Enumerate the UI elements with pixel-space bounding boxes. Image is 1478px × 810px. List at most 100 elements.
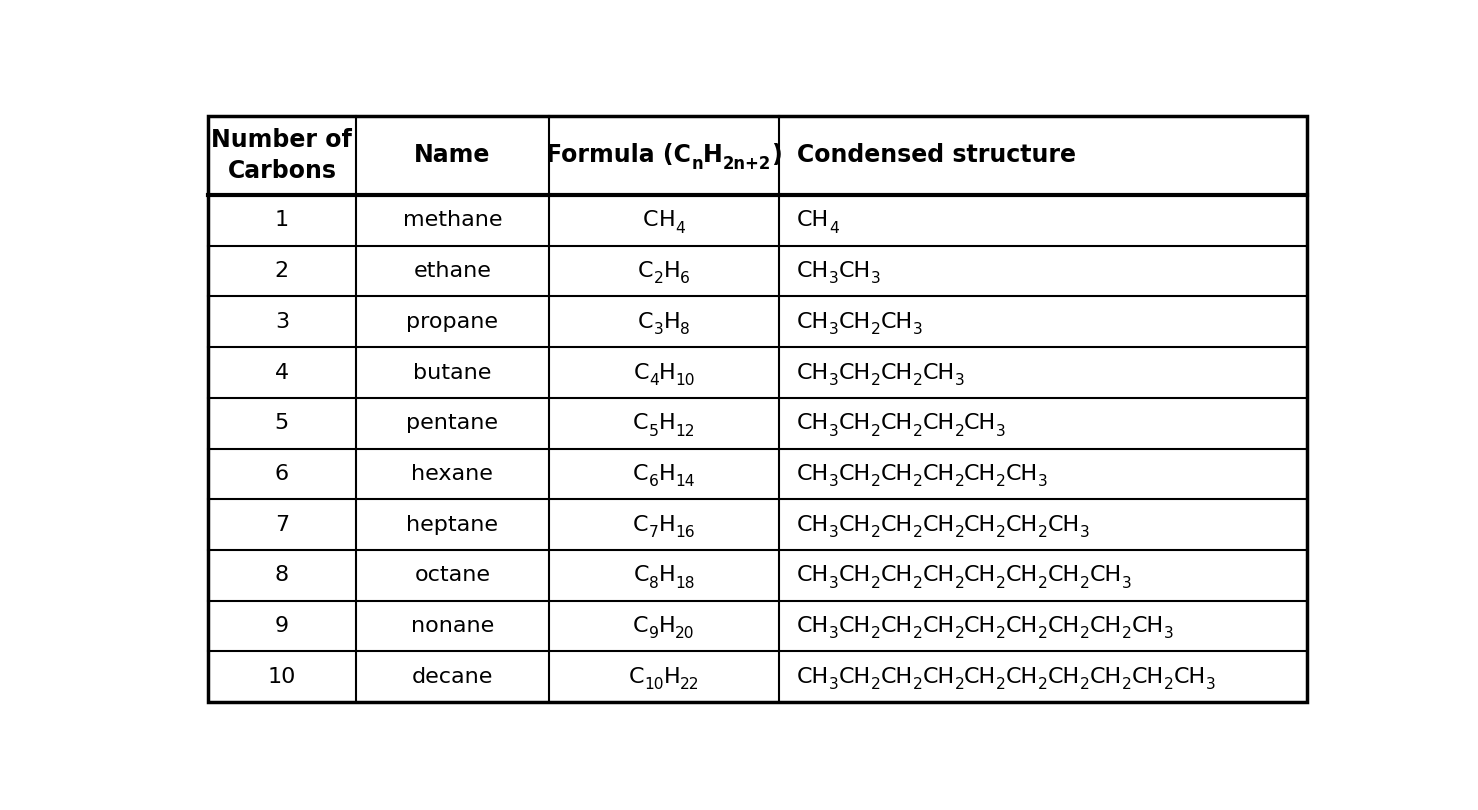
Text: 2: 2 <box>1038 626 1048 642</box>
Text: CH: CH <box>797 565 829 586</box>
Text: 3: 3 <box>829 525 838 540</box>
Text: 3: 3 <box>829 677 838 692</box>
Text: 6: 6 <box>680 271 690 287</box>
Text: CH: CH <box>797 363 829 382</box>
Text: C: C <box>628 667 644 687</box>
Text: 6: 6 <box>649 475 659 489</box>
Text: 10: 10 <box>675 373 695 388</box>
Text: CH: CH <box>922 514 955 535</box>
Text: CH: CH <box>881 514 912 535</box>
Text: 2: 2 <box>955 525 964 540</box>
Text: 2: 2 <box>996 626 1007 642</box>
Text: 2n+2: 2n+2 <box>723 155 772 173</box>
Text: 7: 7 <box>275 514 288 535</box>
Text: CH: CH <box>797 261 829 281</box>
Text: 2: 2 <box>996 677 1007 692</box>
Text: CH: CH <box>881 413 912 433</box>
Text: CH: CH <box>1089 667 1122 687</box>
Text: 2: 2 <box>1163 677 1174 692</box>
Text: 2: 2 <box>653 271 664 287</box>
Text: C: C <box>643 211 659 230</box>
Text: 3: 3 <box>871 271 881 287</box>
Text: H: H <box>659 413 675 433</box>
Text: CH: CH <box>964 514 996 535</box>
Text: 20: 20 <box>675 626 695 642</box>
Text: CH: CH <box>881 363 912 382</box>
Text: CH: CH <box>838 667 871 687</box>
Text: CH: CH <box>881 464 912 484</box>
Text: CH: CH <box>1048 565 1080 586</box>
Text: CH: CH <box>838 616 871 636</box>
Text: 4: 4 <box>829 220 838 236</box>
Text: 4: 4 <box>649 373 659 388</box>
Text: C: C <box>638 261 653 281</box>
Text: decane: decane <box>412 667 494 687</box>
Text: ): ) <box>772 143 782 168</box>
Text: CH: CH <box>1132 616 1163 636</box>
Text: CH: CH <box>1007 464 1038 484</box>
Text: CH: CH <box>1007 667 1038 687</box>
Text: CH: CH <box>964 667 996 687</box>
Text: H: H <box>659 565 675 586</box>
Text: 3: 3 <box>829 626 838 642</box>
Text: 2: 2 <box>955 677 964 692</box>
Text: C: C <box>638 312 653 332</box>
Text: 2: 2 <box>871 576 881 590</box>
Text: CH: CH <box>964 616 996 636</box>
Text: octane: octane <box>414 565 491 586</box>
Text: 3: 3 <box>829 271 838 287</box>
Text: CH: CH <box>922 616 955 636</box>
Text: 3: 3 <box>275 312 288 332</box>
Text: 9: 9 <box>649 626 659 642</box>
Text: CH: CH <box>922 363 955 382</box>
Text: 2: 2 <box>275 261 288 281</box>
Text: CH: CH <box>1007 565 1038 586</box>
Text: CH: CH <box>838 363 871 382</box>
Text: 3: 3 <box>1206 677 1215 692</box>
Text: 3: 3 <box>653 322 664 337</box>
Text: 3: 3 <box>996 424 1007 438</box>
Text: n: n <box>692 155 704 173</box>
Text: H: H <box>664 667 680 687</box>
Text: CH: CH <box>881 667 912 687</box>
Text: CH: CH <box>881 565 912 586</box>
Text: 22: 22 <box>680 677 699 692</box>
Text: CH: CH <box>797 211 829 230</box>
Text: C: C <box>633 514 649 535</box>
Text: 10: 10 <box>644 677 664 692</box>
Text: 2: 2 <box>912 373 922 388</box>
Text: H: H <box>659 211 675 230</box>
Text: 2: 2 <box>955 576 964 590</box>
Text: CH: CH <box>838 565 871 586</box>
Text: 3: 3 <box>829 322 838 337</box>
Text: CH: CH <box>1048 667 1080 687</box>
Text: 2: 2 <box>912 475 922 489</box>
Text: 2: 2 <box>912 576 922 590</box>
Text: H: H <box>704 143 723 168</box>
Text: 8: 8 <box>275 565 288 586</box>
Text: ethane: ethane <box>414 261 491 281</box>
Text: H: H <box>659 363 675 382</box>
Text: 2: 2 <box>912 626 922 642</box>
Text: CH: CH <box>838 464 871 484</box>
Text: Formula (C: Formula (C <box>547 143 692 168</box>
Text: 2: 2 <box>955 424 964 438</box>
Text: 7: 7 <box>649 525 659 540</box>
Text: 2: 2 <box>1122 677 1132 692</box>
Text: CH: CH <box>838 413 871 433</box>
Text: CH: CH <box>1089 616 1122 636</box>
Text: 2: 2 <box>871 424 881 438</box>
Text: 2: 2 <box>955 626 964 642</box>
Text: 1: 1 <box>275 211 288 230</box>
Text: 4: 4 <box>275 363 288 382</box>
Text: 3: 3 <box>912 322 922 337</box>
Text: 2: 2 <box>912 525 922 540</box>
Text: 6: 6 <box>275 464 288 484</box>
Text: 3: 3 <box>829 576 838 590</box>
Text: 2: 2 <box>1080 677 1089 692</box>
Text: CH: CH <box>1132 667 1163 687</box>
Text: C: C <box>633 565 649 586</box>
Text: CH: CH <box>1007 616 1038 636</box>
Text: 2: 2 <box>871 475 881 489</box>
Text: CH: CH <box>1048 514 1080 535</box>
